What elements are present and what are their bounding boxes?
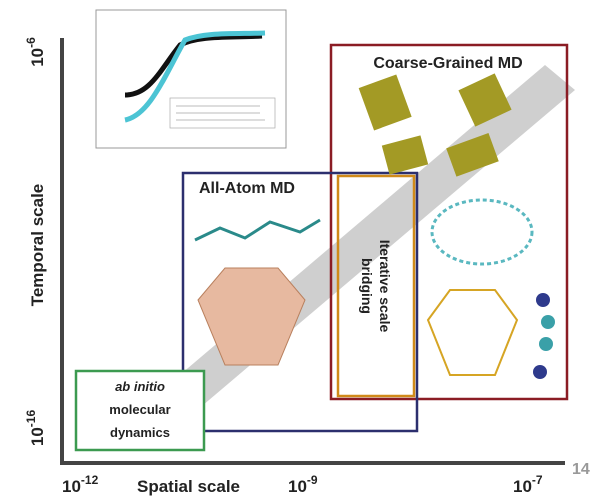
exp-base: 10 (28, 427, 47, 446)
cg-protein (432, 200, 532, 264)
exp-base: 10 (28, 48, 47, 67)
cg-lattice (428, 290, 517, 375)
x-axis-title: Spatial scale (137, 477, 240, 496)
y-axis-title: Temporal scale (28, 184, 47, 307)
cg-cylinder (382, 135, 428, 174)
y-top-label: 10-6 (24, 37, 47, 67)
exp-power: -7 (532, 473, 543, 487)
cg-cylinder (446, 133, 499, 177)
ab-initio-line: molecular (109, 402, 170, 417)
cg-bead (536, 293, 550, 307)
x-left-label: 10-12 (62, 473, 99, 496)
cg-bead (541, 315, 555, 329)
cg-bead (533, 365, 547, 379)
inset-chart (96, 10, 286, 148)
exp-power: -6 (24, 37, 38, 48)
page-number: 14 (572, 461, 590, 478)
y-bottom-label: 10-16 (24, 410, 47, 447)
coarse-grained-label: Coarse-Grained MD (373, 55, 522, 72)
bridging-line: Iterative scale (377, 240, 393, 333)
exp-power: -12 (81, 473, 99, 487)
molecule-chain (195, 220, 320, 240)
diagram: Coarse-Grained MD All-Atom MD Iterative … (0, 0, 591, 499)
exp-base: 10 (513, 477, 532, 496)
cg-cylinder (359, 74, 412, 130)
exp-base: 10 (62, 477, 81, 496)
exp-base: 10 (288, 477, 307, 496)
exp-power: -16 (24, 410, 38, 428)
all-atom-label: All-Atom MD (199, 180, 295, 197)
cg-bead (539, 337, 553, 351)
x-middle-label: 10-9 (288, 473, 318, 496)
bridging-line: bridging (359, 258, 375, 314)
x-right-label: 10-7 (513, 473, 543, 496)
ab-initio-line: dynamics (110, 425, 170, 440)
exp-power: -9 (307, 473, 318, 487)
ab-initio-line: ab initio (115, 379, 165, 394)
